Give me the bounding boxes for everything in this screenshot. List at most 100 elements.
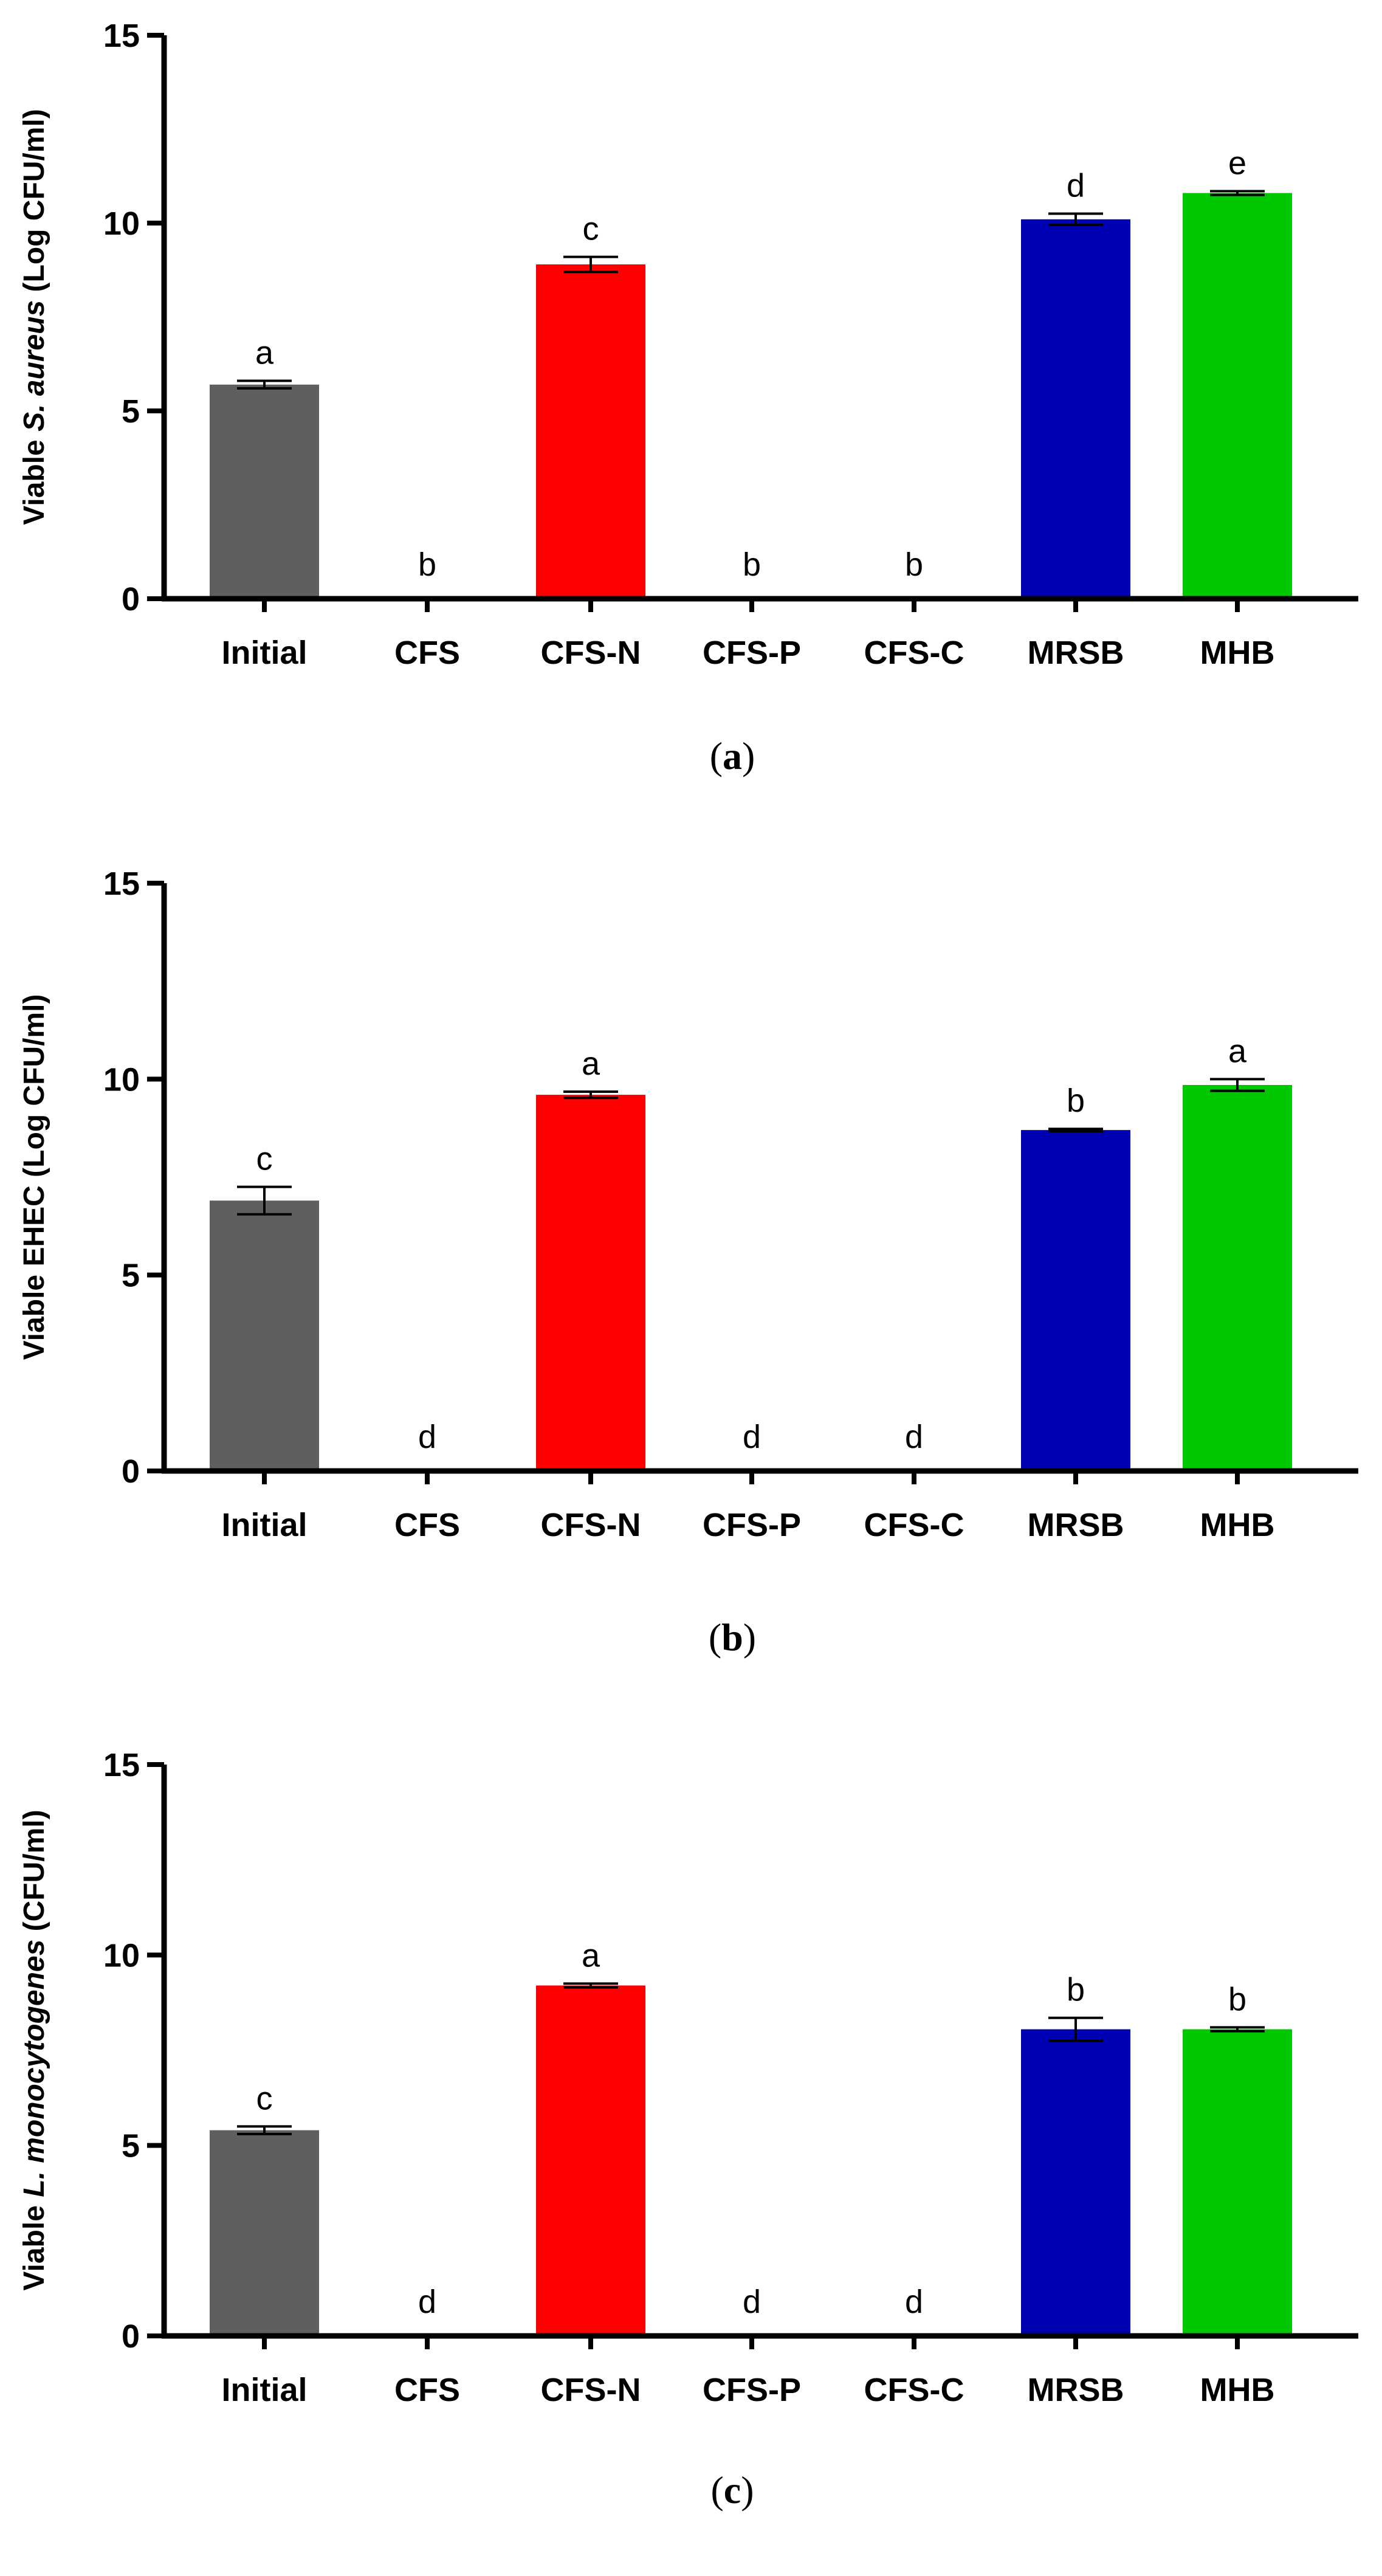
error-bar-b-MRSB [1048,1128,1103,1133]
bar-c-MRSB [1021,2029,1130,2336]
bar-a-Initial [210,384,319,599]
significance-label-c-MHB: b [1228,1981,1246,2017]
caption-close-paren: ) [742,734,755,777]
significance-label-b-CFS-P: d [743,1419,761,1455]
bar-b-MHB [1183,1085,1292,1471]
bar-a-CFS-N [536,264,645,599]
y-axis-label-a: Viable S. aureus (Log CFU/ml) [18,109,50,525]
bar-b-Initial [210,1200,319,1471]
error-bar-a-CFS-N [563,255,618,274]
significance-label-b-CFS-C: d [905,1419,923,1455]
x-tick-label-a-CFS: CFS [394,635,460,671]
error-bar-c-MRSB [1048,2016,1103,2042]
significance-label-a-CFS: b [418,546,436,583]
bar-c-Initial [210,2130,319,2336]
x-tick-label-b-CFS: CFS [394,1507,460,1543]
x-tick-label-c-CFS-P: CFS-P [703,2372,801,2408]
significance-label-c-MRSB: b [1067,1972,1085,2008]
x-tick-label-c-Initial: Initial [221,2372,307,2408]
error-bar-a-Initial [237,379,292,390]
significance-label-b-MRSB: b [1067,1083,1085,1119]
panels: a Initial b CFS c CFS-N b CFS-P b CFS-C d MRSB e MHB 0… [18,18,1358,2512]
bar-c-CFS-N [536,1985,645,2336]
x-tick-label-c-CFS-N: CFS-N [541,2372,641,2408]
caption-open-paren: ( [710,734,723,777]
significance-label-a-MRSB: d [1067,168,1085,204]
y-axis-label-prefix: Viable EHEC (Log CFU/ml) [18,994,50,1360]
significance-label-a-CFS-N: c [583,211,599,247]
y-tick-label-b-0: 0 [122,1453,140,1490]
x-tick-label-c-MHB: MHB [1200,2372,1275,2408]
significance-label-c-CFS-C: d [905,2284,923,2320]
chart-panel-a: a Initial b CFS c CFS-N b CFS-P b CFS-C d MRSB e MHB 0… [18,18,1358,777]
x-tick-label-a-MHB: MHB [1200,635,1275,671]
y-tick-label-b-10: 10 [103,1061,140,1098]
y-tick-label-b-15: 15 [103,866,140,902]
error-bar-c-MHB [1210,2026,1265,2033]
chart-panel-b: c Initial d CFS a CFS-N d CFS-P d CFS-C b MRSB a MHB 0… [18,866,1358,1659]
caption-close-paren: ) [743,1616,756,1659]
caption-letter: c [724,2468,741,2512]
x-tick-label-b-CFS-N: CFS-N [541,1507,641,1543]
caption-close-paren: ) [741,2468,754,2512]
bar-c-MHB [1183,2029,1292,2336]
x-tick-label-a-CFS-C: CFS-C [864,635,964,671]
panel-caption-c: (c) [710,2468,754,2512]
x-tick-label-b-CFS-C: CFS-C [864,1507,964,1543]
y-tick-label-c-10: 10 [103,1937,140,1974]
x-tick-label-b-MRSB: MRSB [1028,1507,1124,1543]
y-tick-label-a-5: 5 [122,393,140,430]
y-axis-label-b: Viable EHEC (Log CFU/ml) [18,994,50,1360]
y-tick-label-b-5: 5 [122,1258,140,1294]
x-tick-label-c-MRSB: MRSB [1028,2372,1124,2408]
y-tick-label-c-0: 0 [122,2318,140,2355]
significance-label-b-CFS-N: a [582,1045,600,1082]
y-tick-label-c-15: 15 [103,1747,140,1783]
error-bar-b-CFS-N [563,1090,618,1100]
y-axis-label-organism: S. aureus [18,300,50,432]
y-axis-label-suffix: (CFU/ml) [18,1810,50,1939]
x-tick-label-b-MHB: MHB [1200,1507,1275,1543]
significance-label-a-CFS-C: b [905,546,923,583]
x-tick-label-a-Initial: Initial [221,635,307,671]
y-tick-label-a-10: 10 [103,205,140,242]
x-tick-label-a-CFS-N: CFS-N [541,635,641,671]
significance-label-a-MHB: e [1228,145,1246,181]
caption-open-paren: ( [709,1616,721,1659]
x-tick-label-b-CFS-P: CFS-P [703,1507,801,1543]
significance-label-c-CFS-P: d [743,2284,761,2320]
significance-label-a-Initial: a [255,335,274,371]
bar-a-MRSB [1021,219,1130,599]
y-tick-label-c-5: 5 [122,2128,140,2164]
error-bar-b-MHB [1210,1078,1265,1092]
y-axis-label-prefix: Viable [18,432,50,525]
bar-a-MHB [1183,193,1292,599]
error-bar-a-MRSB [1048,212,1103,227]
significance-label-c-Initial: c [256,2080,273,2116]
y-axis-label-suffix: (Log CFU/ml) [18,109,50,300]
caption-letter: b [721,1616,743,1659]
error-bar-c-Initial [237,2125,292,2135]
chart-panel-c: c Initial d CFS a CFS-N d CFS-P d CFS-C b MRSB b MHB 0… [18,1747,1358,2512]
error-bar-c-CFS-N [563,1982,618,1989]
panel-caption-b: (b) [709,1616,756,1659]
x-tick-label-c-CFS-C: CFS-C [864,2372,964,2408]
significance-label-a-CFS-P: b [743,546,761,583]
x-tick-label-a-CFS-P: CFS-P [703,635,801,671]
significance-label-c-CFS: d [418,2284,436,2320]
bar-b-MRSB [1021,1130,1130,1471]
y-axis-label-organism: L. monocytogenes [18,1940,50,2197]
x-tick-label-a-MRSB: MRSB [1028,635,1124,671]
panel-caption-a: (a) [710,734,755,777]
y-tick-label-a-15: 15 [103,18,140,54]
error-bar-b-Initial [237,1185,292,1216]
y-axis-label-c: Viable L. monocytogenes (CFU/ml) [18,1810,50,2290]
y-axis-label-prefix: Viable [18,2197,50,2291]
x-tick-label-b-Initial: Initial [221,1507,307,1543]
caption-letter: a [723,734,742,777]
x-tick-label-c-CFS: CFS [394,2372,460,2408]
significance-label-b-MHB: a [1228,1033,1247,1069]
significance-label-b-Initial: c [256,1141,273,1177]
error-bar-a-MHB [1210,190,1265,196]
